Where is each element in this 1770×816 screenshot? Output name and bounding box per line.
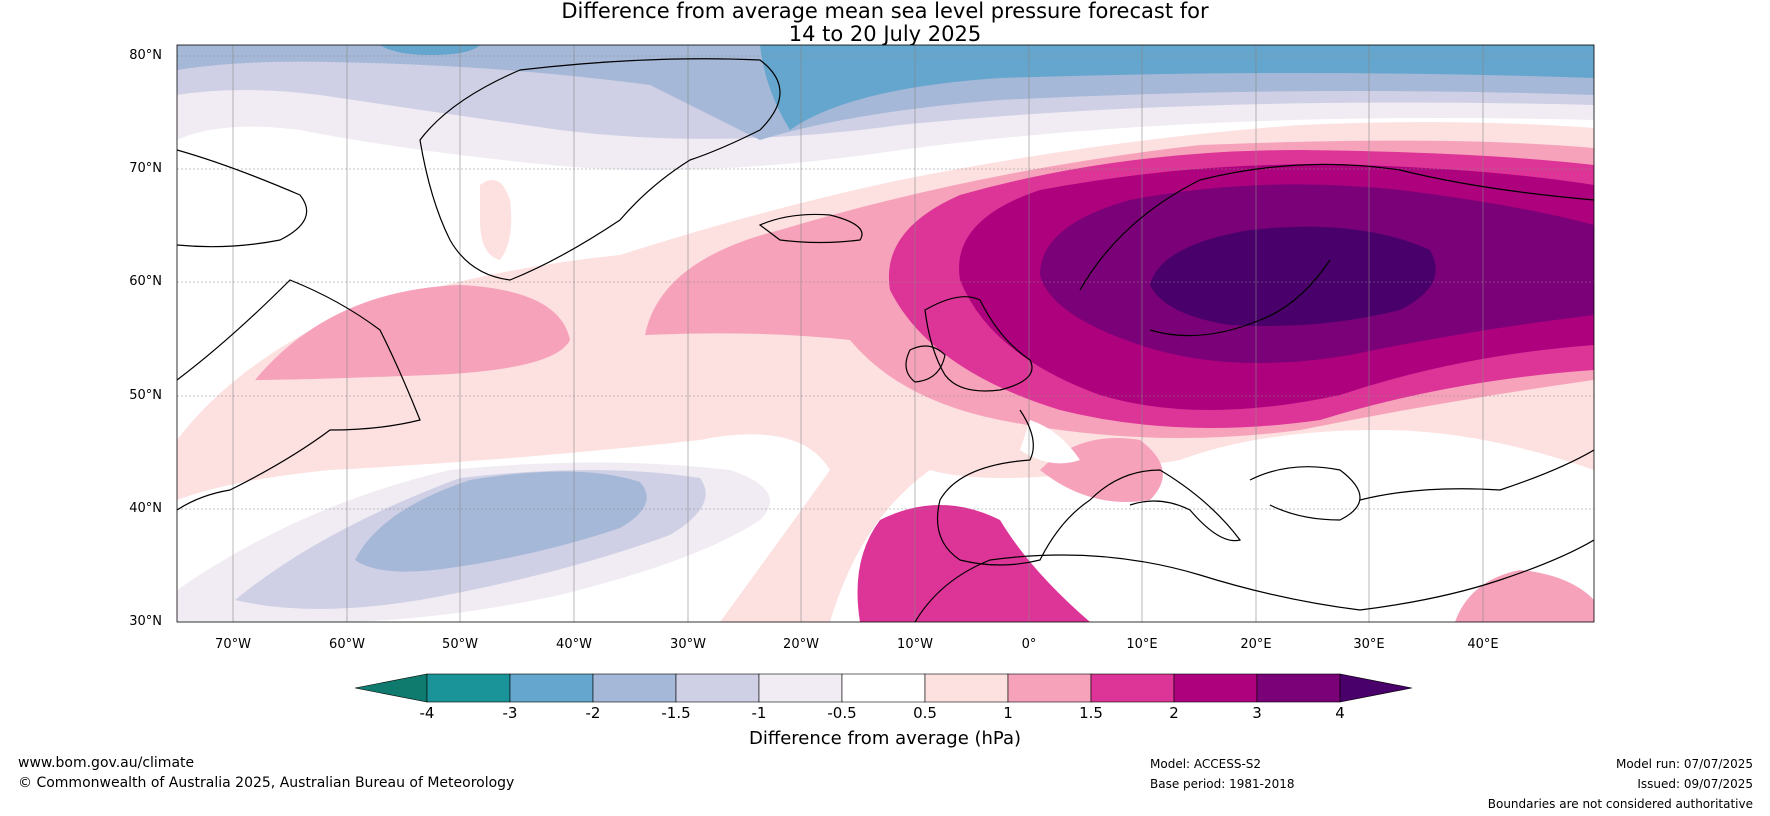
colorbar-tick: -0.5 (827, 704, 857, 722)
colorbar-swatch (841, 673, 926, 703)
colorbar-label: Difference from average (hPa) (748, 728, 1022, 749)
longitude-label: 40°W (556, 637, 592, 652)
longitude-label: 20°W (783, 637, 819, 652)
contour-pos05-greenland (480, 180, 512, 260)
colorbar-tick: -3 (502, 704, 518, 722)
latitude-label: 80°N (129, 48, 162, 63)
footer-model-run: Model run: 07/07/2025 (1615, 757, 1753, 771)
longitude-gridlines (232, 45, 1484, 622)
greenland-coast (419, 58, 781, 281)
longitude-label: 70°W (215, 637, 251, 652)
map-title-line1: Difference from average mean sea level p… (561, 0, 1209, 23)
map-title: Difference from average mean sea level p… (0, 0, 1770, 46)
longitude-label: 10°W (897, 637, 933, 652)
colorbar-extend-low (354, 673, 428, 703)
contour-pos15-africa (857, 505, 1090, 622)
longitude-label: 60°W (329, 637, 365, 652)
map-plot-area (177, 45, 1594, 622)
colorbar-swatch (1007, 673, 1092, 703)
contour-neg2-north (760, 45, 1594, 130)
colorbar-tick: -4 (419, 704, 435, 722)
colorbar-tick: 2 (1169, 704, 1179, 722)
colorbar-tick: -2 (585, 704, 601, 722)
colorbar (354, 673, 1413, 703)
latitude-label: 70°N (129, 161, 162, 176)
colorbar-swatch (1090, 673, 1175, 703)
baffin-coast (177, 149, 308, 248)
colorbar-tick: -1.5 (661, 704, 691, 722)
colorbar-swatch (1173, 673, 1258, 703)
longitude-label: 10°E (1126, 637, 1158, 652)
north-america-coast (177, 279, 421, 511)
footer-url[interactable]: www.bom.gov.au/climate (18, 755, 195, 771)
ireland-coast (905, 345, 946, 383)
contour-white-france (1020, 420, 1080, 464)
scandinavia-coast (1079, 163, 1594, 291)
contour-pos1-west (255, 285, 570, 380)
colorbar-swatch (426, 673, 511, 703)
footer-base-period: Base period: 1981-2018 (1150, 777, 1295, 791)
colorbar-swatch (1256, 673, 1341, 703)
colorbar-swatch (758, 673, 843, 703)
colorbar-extend-high (1339, 673, 1413, 703)
north-africa-coast (914, 539, 1594, 622)
longitude-label: 20°E (1240, 637, 1272, 652)
colorbar-tick: 4 (1335, 704, 1345, 722)
balkans-coast (1249, 466, 1361, 521)
footer-model: Model: ACCESS-S2 (1150, 757, 1262, 771)
footer-issued: Issued: 09/07/2025 (1637, 777, 1753, 791)
coastlines (177, 58, 1594, 622)
colorbar-swatch (592, 673, 677, 703)
longitude-label: 30°W (670, 637, 706, 652)
colorbar-tick: -1 (751, 704, 767, 722)
colorbar-swatch (924, 673, 1009, 703)
turkey-coast (1359, 449, 1594, 501)
longitude-label: 40°E (1467, 637, 1499, 652)
contour-white-east-med (1238, 448, 1514, 534)
contour-pos4 (1150, 226, 1436, 326)
footer-disclaimer: Boundaries are not considered authoritat… (1487, 797, 1753, 811)
map-frame (176, 44, 1595, 623)
colorbar-tick: 0.5 (913, 704, 937, 722)
contour-neg2-small (380, 45, 480, 55)
colorbar-swatch (509, 673, 594, 703)
longitude-label: 50°W (442, 637, 478, 652)
longitude-label: 30°E (1353, 637, 1385, 652)
footer-copyright: © Commonwealth of Australia 2025, Austra… (18, 775, 515, 791)
latitude-gridlines (177, 55, 1594, 510)
latitude-label: 40°N (129, 501, 162, 516)
baltic-coast (1149, 259, 1331, 337)
latitude-label: 50°N (129, 388, 162, 403)
colorbar-tick: 1.5 (1079, 704, 1103, 722)
latitude-label: 30°N (129, 614, 162, 629)
colorbar-tick: 1 (1003, 704, 1013, 722)
map-title-line2: 14 to 20 July 2025 (788, 22, 982, 46)
colorbar-swatch (675, 673, 760, 703)
colorbar-tick: 3 (1252, 704, 1262, 722)
longitude-label: 0° (1021, 637, 1037, 652)
latitude-label: 60°N (129, 274, 162, 289)
italy-coast (1089, 469, 1242, 542)
iceland-coast (758, 213, 863, 244)
